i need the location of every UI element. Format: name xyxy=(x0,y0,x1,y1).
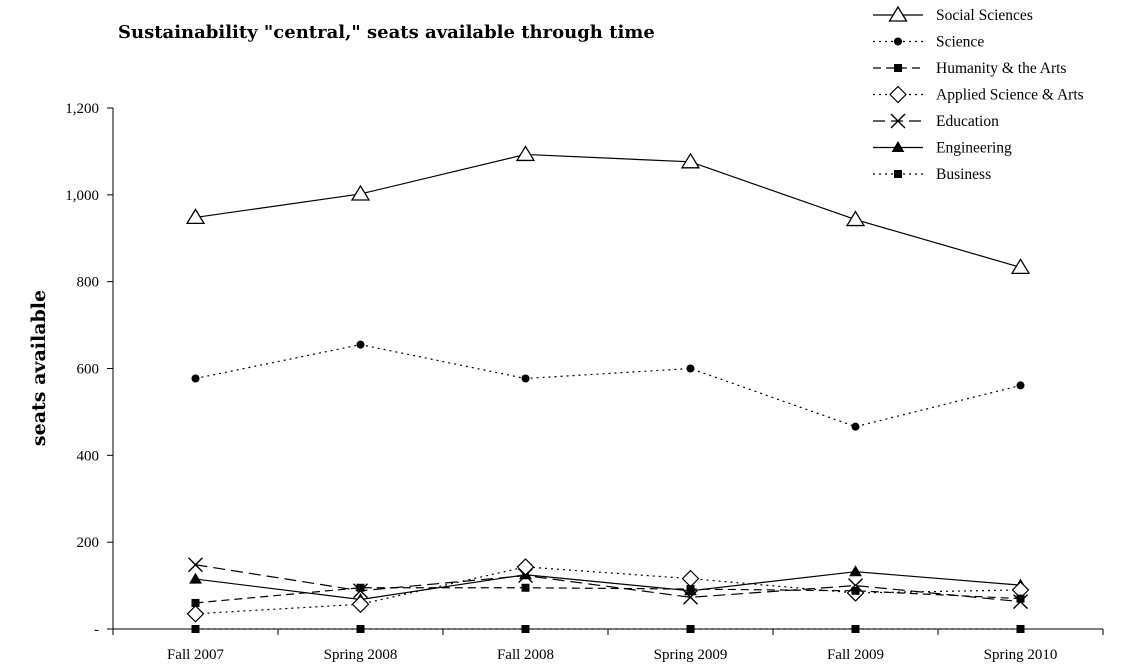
data-point xyxy=(356,583,365,592)
data-point xyxy=(1016,594,1025,603)
legend-label: Social Sciences xyxy=(936,7,1033,24)
x-marker-stroke xyxy=(683,589,698,605)
legend-label: Applied Science & Arts xyxy=(936,87,1084,104)
legend-item: Business xyxy=(873,166,991,183)
chart-title: Sustainability "central," seats availabl… xyxy=(118,22,655,43)
x-marker-stroke xyxy=(188,557,203,573)
data-point xyxy=(686,585,695,594)
y-tick-label: 400 xyxy=(77,448,100,464)
series-2 xyxy=(191,583,1025,607)
data-point xyxy=(521,583,530,592)
legend-item: Humanity & the Arts xyxy=(873,60,1066,77)
series-0 xyxy=(185,145,1031,274)
x-tick-label: Spring 2008 xyxy=(324,647,398,663)
legend-item: Science xyxy=(873,34,984,51)
y-tick-label: 600 xyxy=(77,362,100,378)
x-marker-stroke xyxy=(890,113,906,129)
x-tick-label: Fall 2007 xyxy=(167,647,225,663)
y-tick-label: 800 xyxy=(77,275,100,291)
data-point xyxy=(686,625,695,633)
data-point xyxy=(191,625,200,633)
x-tick-label: Fall 2009 xyxy=(827,647,884,663)
data-point xyxy=(185,208,206,225)
legend-label: Education xyxy=(936,113,999,130)
legend-label: Science xyxy=(936,34,984,51)
data-point xyxy=(681,569,700,588)
series-line xyxy=(195,153,1021,268)
legend-marker xyxy=(891,141,905,152)
data-point xyxy=(521,625,530,633)
legend-marker xyxy=(890,113,906,129)
legend-item: Social Sciences xyxy=(873,5,1033,24)
legend-label: Engineering xyxy=(936,140,1012,157)
data-point xyxy=(851,422,860,431)
data-point xyxy=(683,589,698,605)
series-1 xyxy=(191,340,1025,431)
x-tick-label: Fall 2008 xyxy=(497,647,554,663)
data-point xyxy=(686,364,695,373)
series-6 xyxy=(191,625,1025,633)
legend-marker xyxy=(888,5,908,22)
data-point xyxy=(350,184,371,201)
data-point xyxy=(1016,381,1025,390)
plot-area xyxy=(185,145,1031,633)
y-tick-label: 200 xyxy=(77,535,100,551)
legend-label: Humanity & the Arts xyxy=(936,60,1066,77)
series-line xyxy=(195,566,1021,615)
legend-item: Education xyxy=(873,113,999,130)
y-tick-label: 1,200 xyxy=(65,101,99,117)
y-axis-label: seats available xyxy=(28,290,50,446)
data-point xyxy=(521,374,530,383)
data-point xyxy=(851,586,860,595)
data-point xyxy=(1010,258,1031,274)
y-tick-label: - xyxy=(94,622,99,638)
legend-marker xyxy=(894,37,902,46)
data-point xyxy=(356,340,365,349)
series-line xyxy=(195,344,1021,428)
legend: Social Sciences Science Humanity & the Art… xyxy=(873,5,1084,183)
data-point xyxy=(356,625,365,633)
legend-marker xyxy=(894,64,902,72)
legend-label: Business xyxy=(936,166,991,183)
data-point xyxy=(191,374,200,383)
legend-item: Applied Science & Arts xyxy=(873,85,1084,104)
axes: - 200 400 600 800 1,000 1,200 Fall 2007 Spring 2… xyxy=(65,101,1104,663)
data-point xyxy=(188,557,203,573)
legend-marker xyxy=(889,85,907,104)
data-point xyxy=(845,210,866,227)
data-point xyxy=(515,145,536,162)
series-line xyxy=(195,571,1021,601)
legend-item: Engineering xyxy=(873,140,1012,157)
data-point xyxy=(186,604,205,623)
series-line xyxy=(195,564,1021,603)
data-point xyxy=(189,572,202,584)
data-point xyxy=(1016,625,1025,633)
data-point xyxy=(680,152,701,169)
data-point xyxy=(851,625,860,633)
y-tick-label: 1,000 xyxy=(65,188,99,204)
data-point xyxy=(191,598,200,607)
data-point xyxy=(351,595,370,614)
legend-marker xyxy=(894,170,902,178)
data-point xyxy=(516,558,535,576)
x-tick-label: Spring 2009 xyxy=(654,647,728,663)
x-tick-label: Spring 2010 xyxy=(984,647,1058,663)
data-point xyxy=(849,565,862,577)
series-5 xyxy=(189,565,1027,604)
